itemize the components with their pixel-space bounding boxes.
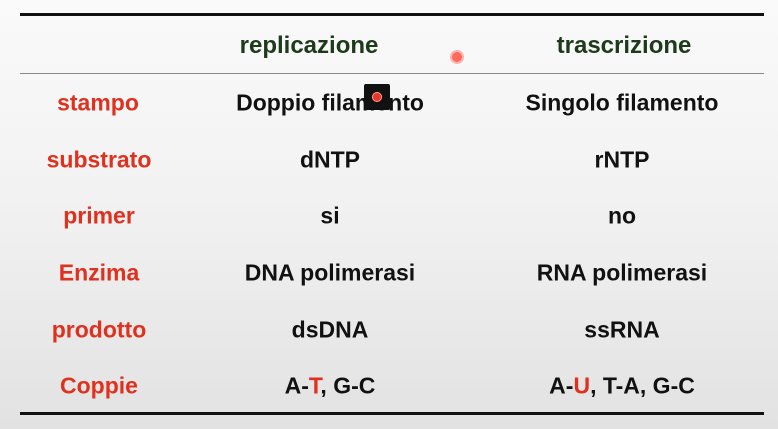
cell-prodotto-trascrizione: ssRNA xyxy=(584,317,659,344)
row-label-primer: primer xyxy=(63,203,135,230)
cell-coppie-trascrizione: A-U, T-A, G-C xyxy=(549,373,695,400)
cell-primer-trascrizione: no xyxy=(608,203,636,230)
row-label-coppie: Coppie xyxy=(60,373,138,400)
pair-rest: , T-A, G-C xyxy=(590,373,695,399)
table-bottom-rule xyxy=(20,412,764,415)
row-label-substrato: substrato xyxy=(47,147,152,174)
cell-stampo-trascrizione: Singolo filamento xyxy=(526,90,719,117)
cell-enzima-trascrizione: RNA polimerasi xyxy=(537,260,707,287)
pair-partner-highlight: U xyxy=(573,373,590,399)
pair-rest: , G-C xyxy=(320,373,375,399)
row-label-stampo: stampo xyxy=(57,90,139,117)
row-label-enzima: Enzima xyxy=(59,260,140,287)
cell-primer-replicazione: si xyxy=(320,203,339,230)
cell-stampo-replicazione: Doppio filamento xyxy=(236,90,424,117)
table-top-rule xyxy=(20,13,764,16)
pair-base: A- xyxy=(285,373,309,399)
header-separator-rule xyxy=(20,73,764,74)
recording-cursor-icon xyxy=(364,84,390,110)
pair-partner-highlight: T xyxy=(309,373,321,399)
pair-base: A- xyxy=(549,373,573,399)
cell-prodotto-replicazione: dsDNA xyxy=(292,317,369,344)
cell-substrato-replicazione: dNTP xyxy=(300,147,360,174)
cell-substrato-trascrizione: rNTP xyxy=(595,147,650,174)
cell-coppie-replicazione: A-T, G-C xyxy=(285,373,376,400)
laser-pointer-dot xyxy=(452,52,462,62)
column-header-trascrizione: trascrizione xyxy=(557,32,692,60)
column-header-replicazione: replicazione xyxy=(240,32,379,60)
cell-enzima-replicazione: DNA polimerasi xyxy=(245,260,415,287)
row-label-prodotto: prodotto xyxy=(52,317,147,344)
